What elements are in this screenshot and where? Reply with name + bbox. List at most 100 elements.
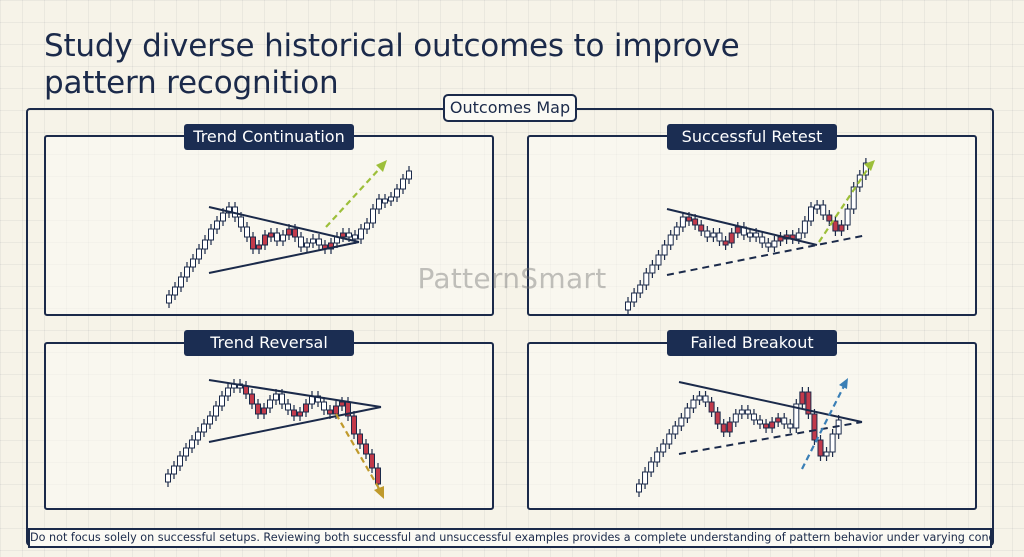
bullish-candle: [648, 461, 655, 473]
bearish-candle: [333, 405, 339, 415]
bullish-candle: [346, 232, 352, 238]
bullish-candle: [793, 403, 800, 429]
bearish-candle: [769, 421, 776, 429]
bearish-candle: [775, 417, 782, 423]
bearish-candle: [268, 232, 274, 238]
bullish-candle: [189, 439, 195, 449]
bearish-candle: [286, 228, 292, 236]
bearish-candle: [291, 409, 297, 417]
bullish-candle: [661, 244, 668, 256]
bullish-candle: [679, 216, 686, 228]
bullish-candle: [208, 228, 214, 241]
bearish-candle: [805, 391, 812, 415]
bullish-candle: [207, 415, 213, 425]
lower-trendline: [208, 241, 360, 274]
bullish-candle: [177, 455, 183, 467]
trend-reversal-chart: [165, 379, 384, 499]
bullish-candle: [267, 399, 273, 409]
bullish-candle: [316, 238, 322, 246]
bullish-candle: [844, 208, 851, 226]
bullish-candle: [171, 465, 177, 475]
trend-continuation-chart: [166, 160, 412, 308]
bullish-candle: [304, 242, 310, 248]
upper-trendline: [666, 208, 818, 246]
bearish-candle: [811, 413, 818, 441]
bullish-candle: [225, 387, 231, 397]
bullish-candle: [238, 216, 244, 228]
bearish-candle: [375, 467, 381, 485]
bullish-candle: [226, 206, 232, 214]
bullish-candle: [823, 451, 830, 457]
bullish-candle: [771, 240, 778, 248]
bullish-candle: [750, 413, 757, 421]
upper-trendline: [208, 206, 360, 243]
failed-breakout-candles: [636, 387, 842, 497]
bearish-candle: [817, 439, 824, 457]
bullish-candle: [690, 399, 697, 409]
bullish-candle: [285, 403, 291, 411]
watermark: PatternSmart: [417, 262, 607, 295]
bullish-candle: [388, 196, 394, 202]
bullish-candle: [808, 206, 814, 222]
reversal-arrow-line: [335, 413, 382, 493]
bearish-candle: [799, 391, 806, 405]
bearish-candle: [708, 401, 715, 413]
bearish-candle: [734, 226, 741, 234]
bearish-candle: [256, 244, 262, 250]
bullish-candle: [220, 212, 226, 222]
bullish-candle: [406, 170, 412, 180]
successful-retest-chart: [625, 158, 875, 315]
bearish-candle: [363, 443, 369, 455]
panel-trend-continuation: [44, 135, 494, 316]
bullish-candle: [274, 232, 280, 242]
bullish-candle: [196, 248, 202, 260]
bearish-candle: [763, 423, 770, 429]
bullish-candle: [165, 473, 171, 483]
bullish-candle: [310, 238, 316, 244]
bullish-candle: [795, 232, 802, 240]
lower-trendline: [208, 406, 382, 443]
bearish-candle: [692, 218, 699, 226]
bullish-candle: [370, 208, 376, 224]
page-headline: Study diverse historical outcomes to imp…: [44, 28, 740, 101]
bullish-candle: [654, 451, 661, 463]
bearish-candle: [357, 433, 363, 445]
bearish-candle: [249, 393, 255, 405]
bullish-candle: [759, 236, 766, 244]
panel-successful-retest: [527, 135, 977, 316]
breakout-arrow-head: [864, 160, 875, 171]
bullish-candle: [631, 292, 638, 303]
bullish-candle: [678, 417, 685, 427]
breakout-arrow-line: [818, 166, 870, 243]
bearish-candle: [369, 453, 375, 469]
bullish-candle: [765, 242, 772, 248]
bullish-candle: [655, 254, 662, 266]
bearish-candle: [328, 242, 334, 250]
bullish-candle: [352, 234, 358, 240]
bullish-candle: [190, 258, 196, 268]
panel-title-failed-breakout: Failed Breakout: [667, 330, 837, 356]
panel-title-successful-retest: Successful Retest: [667, 124, 837, 150]
bearish-candle: [262, 234, 268, 246]
bullish-candle: [757, 419, 763, 425]
bullish-candle: [625, 301, 631, 311]
bullish-candle: [850, 186, 857, 210]
failed-breakout-arrow-line: [801, 385, 845, 470]
bullish-candle: [787, 423, 794, 429]
bullish-candle: [781, 417, 788, 425]
successful-retest-candles: [625, 158, 869, 315]
bearish-candle: [340, 232, 346, 238]
bearish-candle: [726, 421, 733, 433]
bearish-candle: [686, 216, 692, 222]
bullish-candle: [672, 425, 679, 435]
panel-failed-breakout: [527, 342, 977, 510]
support-line: [678, 421, 863, 455]
bullish-candle: [172, 286, 178, 296]
reversal-arrow-head: [374, 486, 384, 499]
bearish-candle: [720, 423, 727, 433]
bullish-candle: [321, 401, 327, 411]
bullish-candle: [660, 443, 667, 453]
bullish-candle: [202, 239, 208, 250]
bullish-candle: [184, 266, 190, 278]
bullish-candle: [244, 226, 250, 238]
